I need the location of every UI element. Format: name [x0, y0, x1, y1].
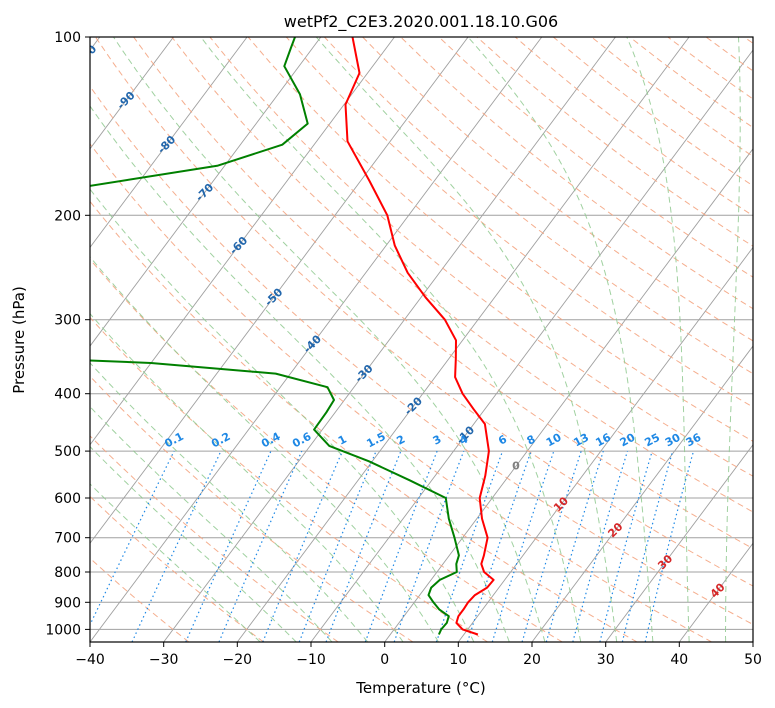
moist-adiabat-line: [90, 405, 333, 642]
mixing-ratio-label: 13: [571, 431, 591, 450]
moist-adiabat-line: [113, 37, 546, 642]
dry-adiabat-line: [90, 143, 712, 642]
isotherm-line: [90, 37, 174, 150]
mixing-ratio-line: [545, 450, 604, 642]
isotherm-label: 0: [512, 460, 520, 473]
mixing-ratio-label: 25: [642, 431, 662, 450]
mixing-ratio-line: [90, 450, 175, 627]
mixing-ratio-line: [131, 450, 222, 642]
dry-adiabat-line: [90, 258, 563, 642]
x-axis-title: Temperature (°C): [355, 679, 485, 697]
moist-adiabat-line: [315, 37, 618, 642]
mixing-ratio-line: [325, 450, 402, 642]
isotherm-line: [163, 37, 616, 642]
dry-adiabat-line: [171, 37, 753, 513]
isotherm-line: [384, 148, 753, 642]
y-tick-label: 200: [54, 208, 81, 224]
moist-adiabat-line: [90, 362, 369, 642]
mixing-ratio-label: 16: [593, 431, 613, 450]
x-axis: −40 −30 −20 −10 0 10 20 30 40 50: [75, 642, 762, 668]
isotherm-line: [90, 37, 248, 249]
y-tick-label: 800: [54, 565, 81, 581]
dewpoint-upper-profile-line: [90, 37, 309, 187]
y-tick-label: 1000: [45, 622, 81, 638]
mixing-ratio-label: 20: [618, 431, 638, 450]
x-tick-label: −20: [223, 652, 253, 668]
dewpoint-profile-line: [90, 359, 460, 635]
y-tick-label: 700: [54, 531, 81, 547]
isotherm-line: [90, 37, 469, 545]
dry-adiabat-line: [362, 37, 753, 342]
dry-adiabat-line: [90, 85, 753, 625]
y-tick-label: 900: [54, 595, 81, 611]
chart-title: wetPf2_C2E3.2020.001.18.10.G06: [284, 12, 558, 32]
plot-frame: [89, 36, 754, 643]
mixing-ratio-lines: [90, 450, 695, 642]
y-axis: 1000 900 800 700 600 500 400 300 200 100: [45, 30, 90, 638]
moist-adiabat-line: [90, 483, 261, 642]
x-tick-label: −30: [149, 652, 179, 668]
x-tick-label: −10: [296, 652, 326, 668]
x-tick-label: 20: [523, 652, 541, 668]
x-tick-label: 0: [380, 652, 389, 668]
skewed-isotherms: [90, 37, 753, 642]
moist-adiabat-line: [90, 312, 404, 642]
mixing-ratio-label: 10: [544, 431, 564, 450]
isotherm-line: [310, 49, 753, 642]
x-tick-label: −40: [75, 652, 105, 668]
moist-adiabat-line: [90, 445, 297, 642]
temperature-profile-line: [344, 37, 495, 636]
y-tick-label: 600: [54, 491, 81, 507]
mixing-ratio-line: [466, 450, 532, 642]
profile-series: [90, 37, 495, 636]
moist-adiabat-line: [725, 37, 741, 642]
isotherm-line: [605, 444, 753, 642]
mixing-ratio-label: 36: [684, 431, 704, 450]
dry-adiabat-line: [133, 37, 753, 550]
mixing-ratio-line: [364, 450, 438, 642]
dry-adiabat-line: [400, 37, 753, 310]
y-tick-label: 400: [54, 387, 81, 403]
dry-adiabat-line: [95, 37, 753, 587]
mixing-ratio-line: [298, 450, 377, 642]
dry-adiabat-line: [90, 375, 414, 642]
moist-adiabat-line: [626, 37, 690, 642]
x-tick-label: 50: [744, 652, 762, 668]
mixing-ratio-label: 30: [663, 431, 683, 450]
moist-adiabat-line: [467, 37, 654, 642]
isotherm-line: [236, 37, 690, 642]
dry-adiabat-line: [209, 37, 753, 477]
x-tick-label: 40: [670, 652, 688, 668]
x-tick-label: 30: [597, 652, 615, 668]
dry-adiabat-line: [247, 37, 753, 442]
mixing-ratio-line: [491, 450, 555, 642]
y-axis-title: Pressure (hPa): [10, 286, 28, 394]
mixing-ratio-line: [521, 450, 582, 642]
plot-area: -100-90-80-70-60-50-40-30-20-10010203040…: [90, 37, 753, 642]
isotherm-line: [90, 37, 322, 347]
isotherm-line: [457, 246, 753, 642]
mixing-ratio-line: [435, 450, 504, 642]
y-tick-label: 500: [54, 444, 81, 460]
moist-adiabat-line: [90, 105, 510, 642]
x-tick-label: 10: [449, 652, 467, 668]
dry-adiabat-line: [90, 200, 638, 642]
dry-adiabats: [90, 37, 753, 642]
moist-adiabats: [90, 37, 741, 642]
isotherm-line: [90, 37, 395, 446]
y-tick-label: 100: [54, 30, 81, 46]
mixing-ratio-line: [572, 450, 629, 642]
y-tick-label: 300: [54, 313, 81, 329]
isotherm-line: [90, 37, 543, 642]
isotherm-line: [531, 345, 753, 642]
